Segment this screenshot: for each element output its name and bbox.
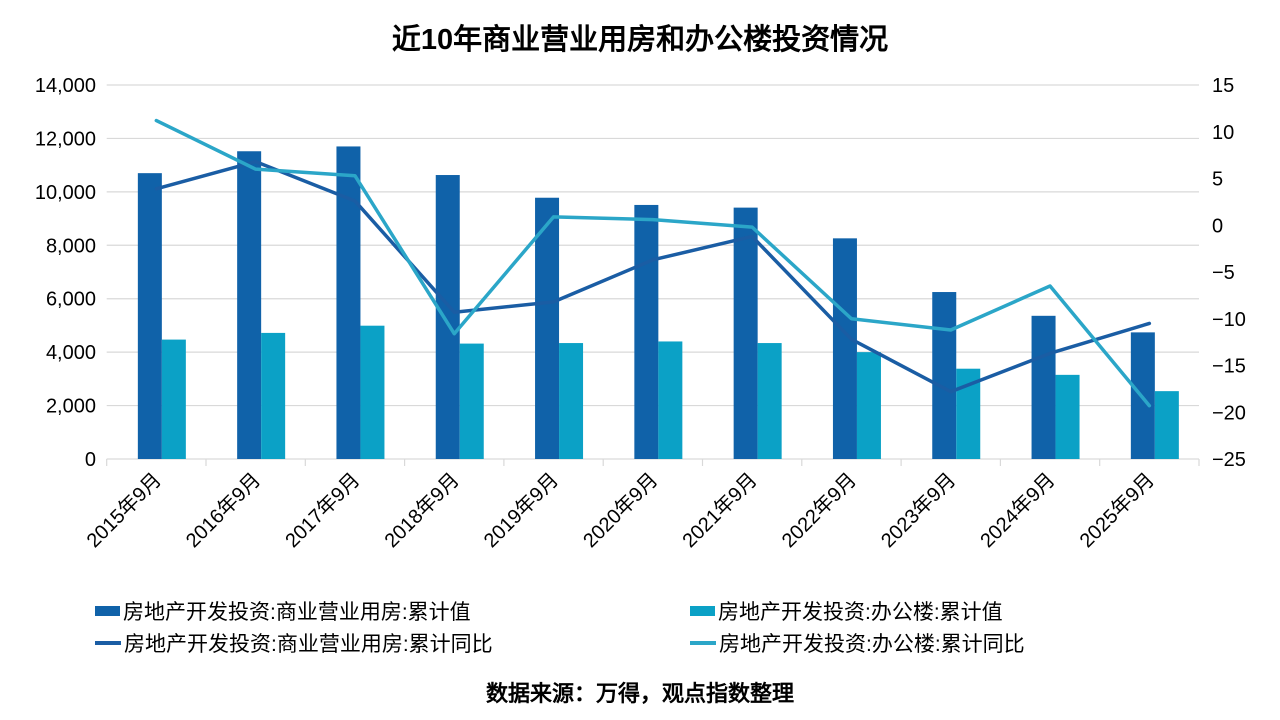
- bar: [435, 175, 460, 459]
- x-axis-tick-label: 2015年9月: [82, 468, 166, 552]
- right-axis-labels: 15 10 5 0 −5 −10 −15 −20 −25: [1212, 75, 1246, 471]
- bar: [733, 207, 758, 459]
- bar: [757, 343, 782, 459]
- bar: [559, 343, 584, 459]
- x-axis-tick-label: 2023年9月: [876, 468, 960, 552]
- left-axis-tick-label: 12,000: [35, 128, 96, 150]
- x-axis-tick-label: 2022年9月: [777, 468, 861, 552]
- left-axis-tick-label: 8,000: [46, 235, 96, 257]
- left-axis-tick-label: 0: [85, 449, 96, 471]
- chart-title: 近10年商业营业用房和办公楼投资情况: [391, 24, 889, 56]
- right-axis-tick-label: −15: [1212, 356, 1246, 378]
- x-axis-ticks: [106, 459, 1200, 466]
- left-axis-tick-label: 2,000: [46, 396, 96, 418]
- legend-label: 房地产开发投资:办公楼:累计值: [718, 601, 1003, 624]
- bar: [856, 352, 881, 459]
- left-axis-tick-label: 4,000: [46, 342, 96, 364]
- legend-item-commercial-line: 房地产开发投资:商业营业用房:累计同比: [95, 627, 690, 659]
- bar: [137, 173, 162, 459]
- bar: [1154, 391, 1179, 459]
- bar: [1055, 374, 1080, 459]
- right-axis-tick-label: 15: [1212, 75, 1234, 97]
- legend-item-office-line: 房地产开发投资:办公楼:累计同比: [690, 627, 1025, 659]
- bar: [932, 292, 957, 459]
- left-axis-labels: 14,000 12,000 10,000 8,000 6,000 4,000 2,000 0: [35, 75, 96, 471]
- right-axis-tick-label: 10: [1212, 122, 1234, 144]
- legend-item-commercial-bar: 房地产开发投资:商业营业用房:累计值: [95, 595, 690, 627]
- chart-legend: 房地产开发投资:商业营业用房:累计值 房地产开发投资:商业营业用房:累计同比 房…: [95, 595, 1025, 659]
- x-axis-tick-label: 2020年9月: [579, 468, 663, 552]
- line-series-0: [154, 159, 1152, 394]
- x-axis-tick-label: 2019年9月: [479, 468, 563, 552]
- left-axis-tick-label: 14,000: [35, 75, 96, 97]
- bar: [261, 332, 286, 459]
- x-axis-tick-label: 2021年9月: [678, 468, 762, 552]
- line-swatch-office: [690, 641, 716, 645]
- x-axis-tick-label: 2024年9月: [976, 468, 1060, 552]
- legend-item-office-bar: 房地产开发投资:办公楼:累计值: [690, 595, 1025, 627]
- line-series-1: [154, 118, 1152, 408]
- right-axis-tick-label: −20: [1212, 402, 1246, 424]
- left-axis-tick-label: 10,000: [35, 182, 96, 204]
- bar-series-1: [161, 325, 1179, 459]
- left-axis-tick-label: 6,000: [46, 289, 96, 311]
- right-axis-tick-label: −10: [1212, 309, 1246, 331]
- legend-column-commercial: 房地产开发投资:商业营业用房:累计值 房地产开发投资:商业营业用房:累计同比: [95, 595, 690, 659]
- right-axis-tick-label: −25: [1212, 449, 1246, 471]
- x-axis-tick-label: 2025年9月: [1075, 468, 1159, 552]
- x-axis-tick-label: 2016年9月: [181, 468, 265, 552]
- bar: [237, 151, 262, 459]
- x-axis-tick-label: 2017年9月: [281, 468, 365, 552]
- legend-column-office: 房地产开发投资:办公楼:累计值 房地产开发投资:办公楼:累计同比: [690, 595, 1025, 659]
- combo-chart-canvas: 14,00012,00010,0008,0006,0004,0002,00001…: [35, 75, 1246, 552]
- legend-label: 房地产开发投资:办公楼:累计同比: [719, 633, 1025, 656]
- bar: [832, 238, 857, 459]
- right-axis-tick-label: −5: [1212, 262, 1235, 284]
- right-axis-tick-label: 0: [1212, 215, 1223, 237]
- bar-series-0: [137, 146, 1155, 459]
- bar-swatch-commercial: [95, 606, 120, 616]
- bar: [161, 339, 186, 459]
- bar: [634, 204, 659, 459]
- bar: [360, 325, 385, 459]
- bar-swatch-office: [690, 606, 715, 616]
- right-axis-tick-label: 5: [1212, 169, 1223, 191]
- bar: [658, 341, 683, 459]
- bar: [535, 197, 560, 459]
- line-swatch-commercial: [95, 641, 121, 645]
- legend-label: 房地产开发投资:商业营业用房:累计同比: [124, 633, 493, 656]
- x-axis-labels: 2015年9月 2016年9月 2017年9月 2018年9月 2019年9月 2020年…: [82, 468, 1159, 552]
- bar: [1031, 315, 1056, 459]
- x-axis-tick-label: 2018年9月: [380, 468, 464, 552]
- bar: [459, 343, 484, 459]
- legend-label: 房地产开发投资:商业营业用房:累计值: [123, 601, 471, 624]
- data-source-note: 数据来源：万得，观点指数整理: [485, 681, 794, 706]
